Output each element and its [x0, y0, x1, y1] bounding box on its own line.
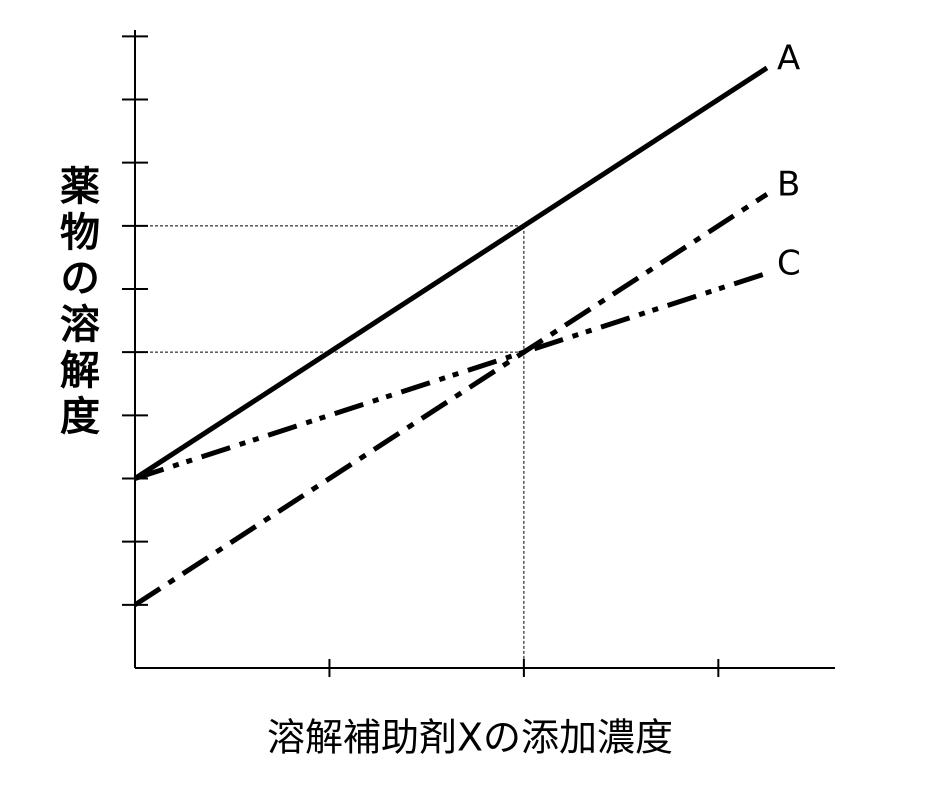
y-axis-label: 薬物の溶解度 [53, 165, 100, 441]
series-label: C [777, 244, 801, 284]
series-label: A [777, 38, 800, 78]
line-series [133, 192, 769, 607]
x-axis-label: 溶解補助剤Xの添加濃度 [267, 716, 673, 760]
line-series [134, 270, 768, 481]
line-series [133, 65, 769, 481]
series-label: B [777, 165, 800, 205]
